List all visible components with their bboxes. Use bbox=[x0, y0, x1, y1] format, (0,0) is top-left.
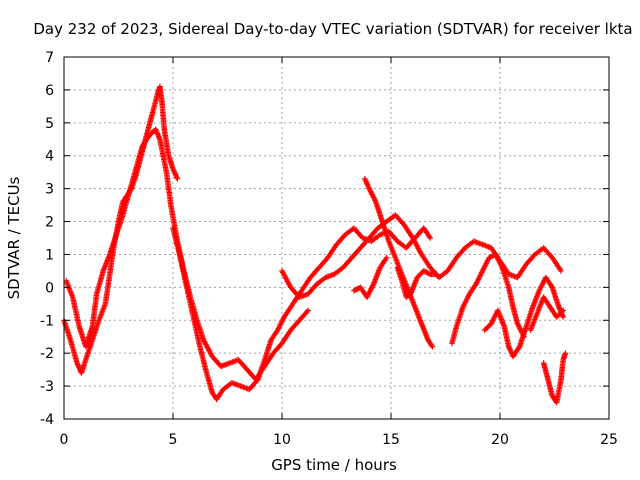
y-tick-label: 1 bbox=[45, 247, 54, 263]
x-tick-label: 0 bbox=[60, 432, 69, 448]
series-trace-8 bbox=[481, 274, 566, 360]
y-tick-label: 3 bbox=[45, 182, 54, 198]
y-axis-label: SDTVAR / TECUs bbox=[5, 176, 23, 299]
y-tick-label: -4 bbox=[40, 412, 54, 428]
data-series bbox=[61, 83, 569, 406]
data-points-trace-8 bbox=[481, 274, 566, 360]
series-trace-4 bbox=[279, 212, 564, 300]
x-tick-label: 25 bbox=[600, 432, 618, 448]
y-tick-label: 7 bbox=[45, 50, 54, 66]
data-points-trace-10 bbox=[540, 350, 569, 406]
x-tick-label: 20 bbox=[491, 432, 509, 448]
y-tick-label: 5 bbox=[45, 116, 54, 132]
data-points-trace-11 bbox=[351, 254, 390, 300]
y-tick-label: -1 bbox=[40, 313, 54, 329]
x-tick-label: 15 bbox=[382, 432, 400, 448]
x-tick-label: 5 bbox=[169, 432, 178, 448]
axis-ticks: -4 -3 -2 -1 0 1 2 3 4 5 6 7 0 5 10 15 20 25 bbox=[40, 50, 618, 448]
plot-frame bbox=[63, 56, 610, 420]
series-trace-11 bbox=[351, 254, 390, 300]
grid bbox=[64, 57, 609, 419]
y-tick-label: -2 bbox=[40, 346, 54, 362]
data-points-trace-9 bbox=[527, 294, 566, 333]
x-axis-label: GPS time / hours bbox=[271, 456, 397, 474]
data-points-trace-7 bbox=[449, 251, 527, 347]
y-tick-label: 4 bbox=[45, 149, 54, 165]
data-points-trace-3 bbox=[170, 225, 433, 403]
y-tick-label: -3 bbox=[40, 379, 54, 395]
y-tick-label: 6 bbox=[45, 83, 54, 99]
x-tick-label: 10 bbox=[273, 432, 291, 448]
series-trace-5 bbox=[362, 176, 436, 350]
series-trace-9 bbox=[527, 294, 566, 333]
data-points-trace-4 bbox=[279, 212, 564, 300]
chart-title: Day 232 of 2023, Sidereal Day-to-day VTE… bbox=[33, 20, 632, 38]
series-trace-10 bbox=[540, 350, 569, 406]
series-trace-7 bbox=[449, 251, 527, 347]
y-tick-label: 2 bbox=[45, 215, 54, 231]
data-points-trace-6 bbox=[394, 264, 440, 300]
y-tick-label: 0 bbox=[45, 280, 54, 296]
data-points-trace-5 bbox=[362, 176, 436, 350]
series-trace-6 bbox=[394, 264, 440, 300]
series-trace-3 bbox=[170, 225, 433, 403]
